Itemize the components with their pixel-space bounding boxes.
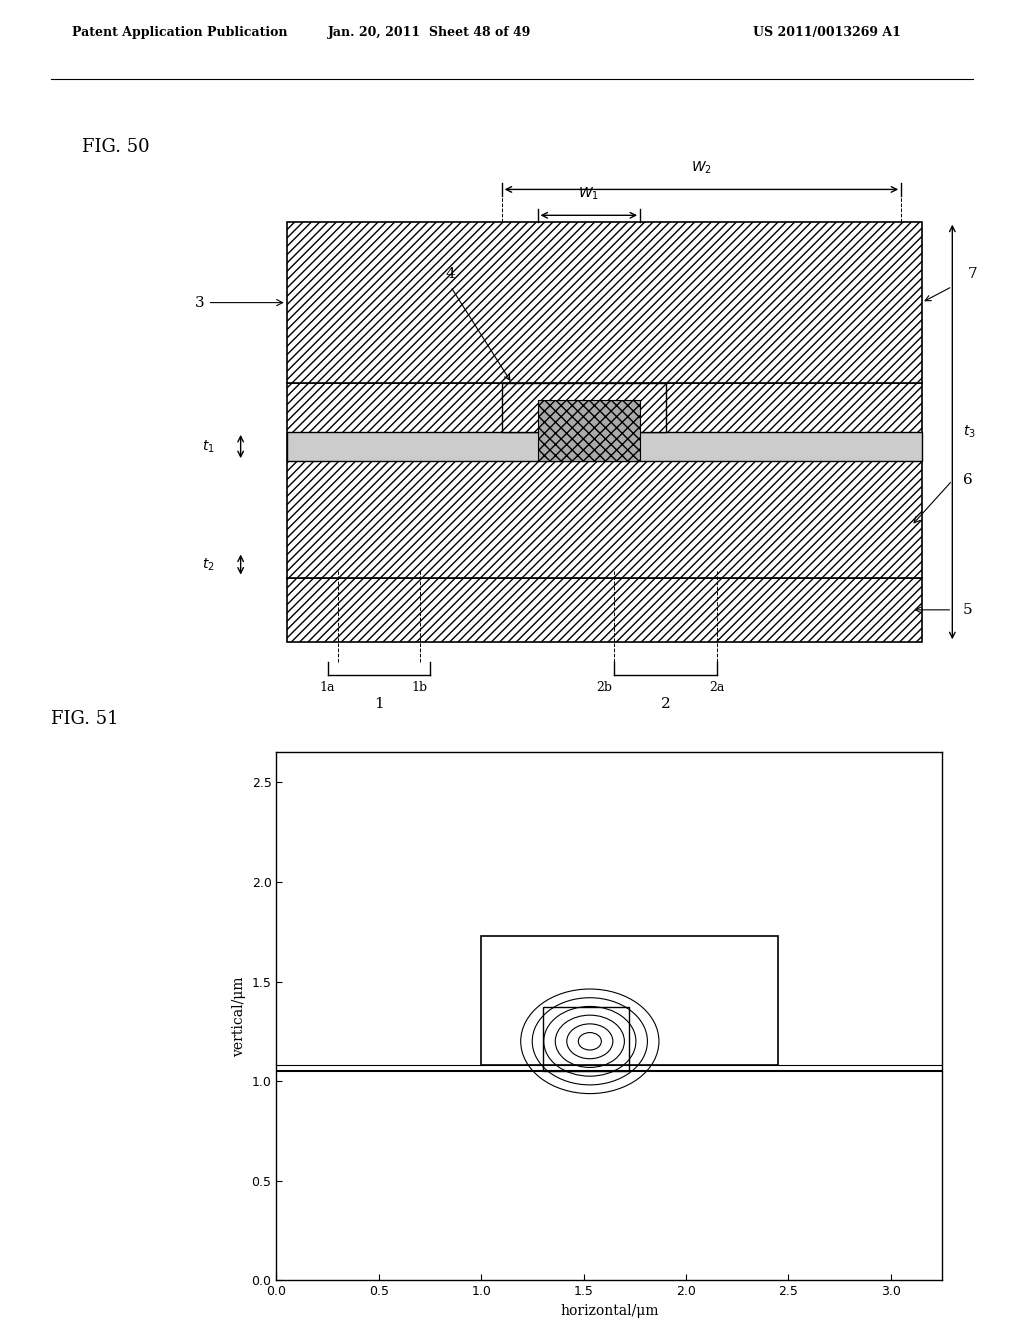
Text: Jan. 20, 2011  Sheet 48 of 49: Jan. 20, 2011 Sheet 48 of 49 [329,26,531,38]
Text: US 2011/0013269 A1: US 2011/0013269 A1 [754,26,901,38]
Text: 6: 6 [963,474,973,487]
Text: 1b: 1b [412,681,428,694]
Text: $t_1$: $t_1$ [203,438,215,454]
Text: 3: 3 [196,296,283,310]
Bar [481,936,778,1065]
Bar [287,578,922,643]
X-axis label: horizontal/μm: horizontal/μm [560,1304,658,1317]
Text: $W_1$: $W_1$ [579,186,599,202]
Text: $t_3$: $t_3$ [963,424,976,440]
Text: 7: 7 [968,267,978,281]
Bar [538,400,640,461]
Text: 1: 1 [374,697,384,711]
Bar [287,222,922,383]
Text: FIG. 50: FIG. 50 [82,137,150,156]
Text: 2b: 2b [596,681,612,694]
Text: 2a: 2a [709,681,725,694]
Y-axis label: vertical/μm: vertical/μm [232,977,246,1056]
Bar [502,383,666,432]
Bar [543,1007,629,1072]
Text: 1a: 1a [319,681,336,694]
Text: $t_2$: $t_2$ [203,556,215,573]
Text: $W_2$: $W_2$ [691,160,712,177]
Bar [287,383,922,578]
Text: FIG. 51: FIG. 51 [51,710,119,729]
Text: 2: 2 [660,697,671,711]
Text: 5: 5 [963,603,972,616]
Text: Patent Application Publication: Patent Application Publication [72,26,287,38]
Text: 4: 4 [445,267,456,281]
Bar [287,432,922,461]
